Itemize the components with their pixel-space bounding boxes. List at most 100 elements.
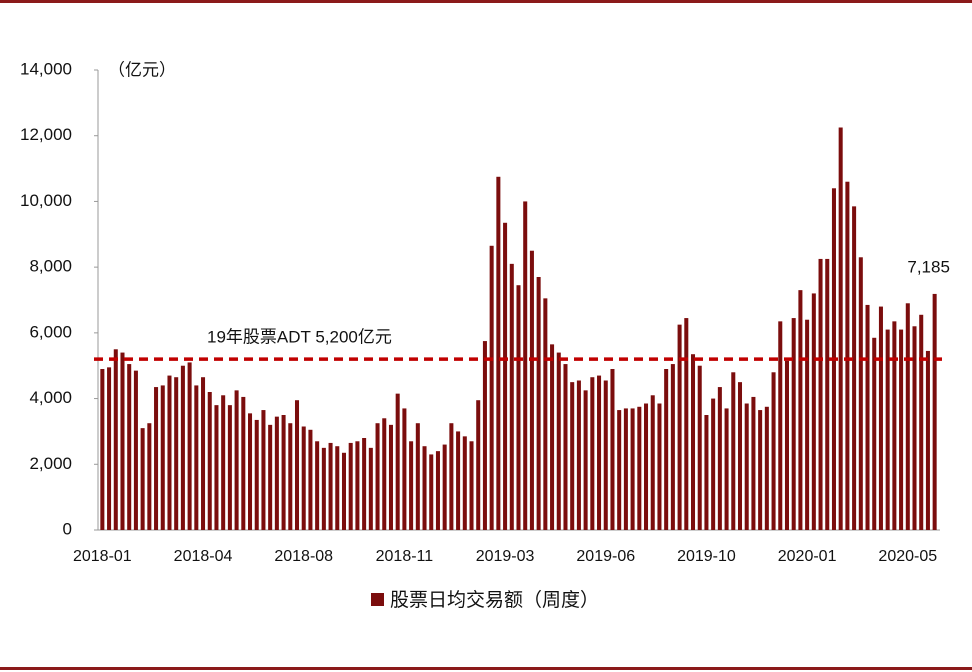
bar — [127, 364, 132, 530]
bar — [529, 250, 534, 530]
bar — [147, 423, 152, 530]
bar — [711, 398, 716, 530]
bar — [724, 408, 729, 530]
bar — [731, 372, 736, 530]
bar — [758, 410, 763, 530]
bar — [214, 405, 219, 530]
bar — [422, 446, 427, 530]
bar — [563, 364, 568, 530]
y-tick-label: 12,000 — [20, 125, 72, 144]
bar — [489, 245, 494, 531]
bar — [805, 319, 810, 530]
bar — [637, 406, 642, 530]
bar — [308, 429, 313, 530]
bar — [341, 452, 347, 530]
bar — [597, 375, 602, 530]
x-tick-label: 2019-06 — [576, 548, 635, 565]
bar — [791, 318, 796, 530]
bar — [462, 436, 467, 530]
bar — [469, 441, 474, 530]
bar — [456, 431, 461, 530]
bar — [590, 377, 595, 530]
bar — [657, 403, 662, 530]
bar — [509, 263, 514, 530]
y-tick-label: 6,000 — [29, 322, 72, 341]
bar — [281, 415, 286, 530]
bar — [858, 257, 863, 530]
legend-label: 股票日均交易额（周度） — [390, 589, 599, 611]
bar — [784, 360, 789, 530]
bar — [449, 423, 454, 530]
bar — [825, 258, 830, 530]
x-tick-label: 2018-01 — [73, 548, 132, 565]
top-border — [0, 0, 972, 3]
bar — [865, 304, 870, 530]
bar — [294, 400, 300, 530]
bar — [442, 444, 447, 530]
bar — [402, 408, 407, 530]
bar — [583, 390, 588, 530]
bar — [899, 329, 904, 530]
bar — [395, 393, 400, 530]
bar — [268, 424, 273, 530]
bar — [818, 258, 823, 530]
bar — [630, 408, 635, 530]
bar — [348, 442, 353, 530]
bar — [845, 181, 850, 530]
bar — [623, 408, 628, 530]
bar — [288, 423, 293, 530]
bar — [174, 377, 179, 530]
bar — [617, 410, 622, 530]
bar — [872, 337, 877, 530]
bar — [556, 352, 561, 530]
bar — [496, 176, 501, 531]
bar — [382, 418, 387, 530]
bar — [261, 410, 266, 530]
bar — [925, 350, 930, 530]
bar — [737, 382, 743, 530]
bar — [248, 413, 253, 530]
bar — [798, 290, 803, 530]
bar — [690, 354, 696, 530]
bar — [905, 303, 910, 530]
bar — [435, 451, 440, 530]
bar — [476, 400, 481, 530]
x-tick-label: 2018-08 — [274, 548, 333, 565]
y-tick-label: 2,000 — [29, 454, 72, 473]
bar — [120, 352, 125, 530]
bar — [919, 314, 924, 530]
bar — [536, 277, 541, 530]
bar — [154, 387, 159, 530]
bar — [415, 423, 420, 530]
bar — [684, 318, 689, 530]
bar — [852, 206, 857, 530]
bar — [838, 127, 843, 530]
bar — [301, 426, 306, 530]
bar — [107, 367, 112, 530]
bar — [516, 285, 521, 530]
bar — [744, 403, 749, 530]
bar — [677, 324, 682, 530]
x-tick-label: 2020-05 — [878, 548, 937, 565]
legend-swatch — [371, 593, 384, 606]
bar — [140, 428, 145, 530]
bar — [167, 375, 172, 530]
bar — [771, 372, 776, 530]
bar — [388, 424, 393, 530]
bar — [429, 454, 434, 530]
bar — [241, 396, 246, 530]
bar — [751, 396, 756, 530]
bar — [603, 380, 608, 530]
bar — [576, 380, 581, 530]
bar — [221, 395, 226, 530]
bar — [368, 447, 373, 530]
bar — [697, 365, 702, 530]
x-tick-label: 2020-01 — [778, 548, 837, 565]
y-tick-label: 10,000 — [20, 191, 72, 210]
bar — [717, 387, 722, 530]
x-tick-label: 2018-11 — [376, 548, 434, 565]
x-tick-label: 2018-04 — [174, 548, 233, 565]
bar — [878, 306, 883, 530]
bar — [207, 392, 212, 530]
